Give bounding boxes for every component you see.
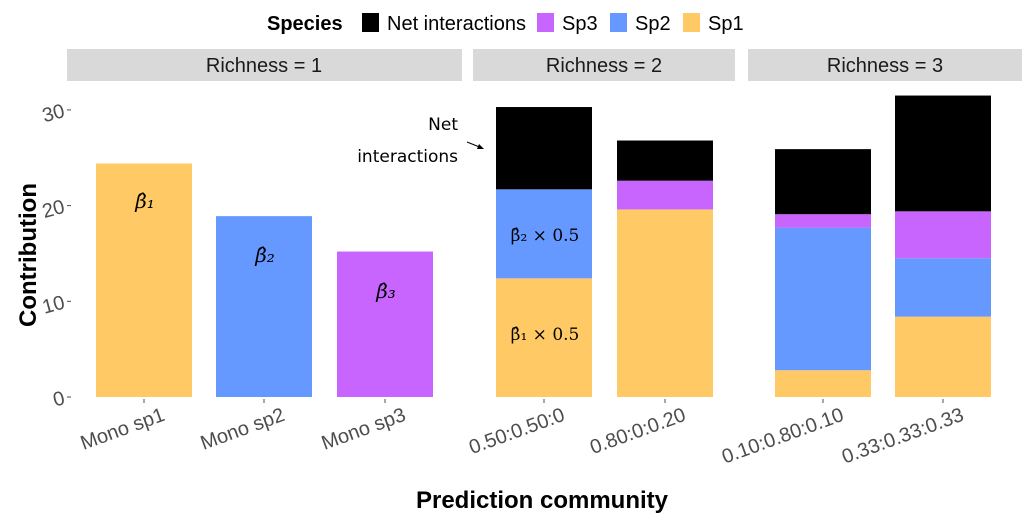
legend-swatch-sp1 (683, 13, 700, 32)
net-interactions-callout-line2: interactions (357, 147, 458, 167)
y-tick-label: 20 (40, 196, 67, 223)
bar-segment-sp1 (96, 163, 192, 397)
legend-title: Species (267, 13, 343, 35)
bar-segment-sp3 (895, 211, 991, 259)
strip-richness-3 (748, 49, 1022, 81)
strip-richness-1 (67, 49, 462, 81)
net-interactions-callout-line1: Net (428, 115, 458, 135)
y-axis: 0 10 20 30 (40, 100, 71, 411)
bar-segment-sp2 (895, 258, 991, 317)
strip-label-richness-3: Richness = 3 (827, 55, 943, 77)
x-tick-labels: Mono sp1 Mono sp2 Mono sp3 0.50:0.50:0 0.80:… (78, 399, 967, 468)
bar-segment-sp2 (775, 227, 871, 371)
x-tick-label: 0.80:0:0.20 (587, 404, 689, 459)
y-tick-label: 10 (40, 292, 67, 319)
y-tick-label: 30 (40, 100, 67, 127)
y-axis-title: Contribution (15, 183, 42, 327)
legend: Species Net interactions Sp3 Sp2 Sp1 (267, 13, 744, 35)
bar-segment-net-interactions (775, 149, 871, 215)
legend-swatch-sp2 (610, 13, 627, 32)
y-tick-label: 0 (51, 387, 67, 411)
bar-segment-net-interactions (496, 107, 592, 190)
legend-label-net: Net interactions (387, 13, 526, 35)
bar-segment-sp1 (617, 209, 713, 397)
bar-segment-sp3 (617, 180, 713, 210)
bar-segment-sp3 (775, 214, 871, 228)
x-axis-title: Prediction community (416, 487, 669, 514)
annotation-beta1-half: β̂₁ × 0.5 (511, 325, 580, 345)
strip-label-richness-2: Richness = 2 (546, 55, 662, 77)
bar-segment-sp2 (496, 189, 592, 279)
bar-segment-sp1 (496, 278, 592, 397)
bar-segment-sp2 (216, 216, 312, 397)
bar-segment-net-interactions (617, 140, 713, 181)
x-tick-label: Mono sp1 (78, 404, 168, 455)
strip-label-richness-1: Richness = 1 (206, 55, 322, 77)
legend-label-sp2: Sp2 (635, 13, 671, 35)
bar-segment-net-interactions (895, 95, 991, 212)
bar-segment-sp3 (337, 251, 433, 397)
legend-label-sp1: Sp1 (708, 13, 744, 35)
legend-swatch-sp3 (537, 13, 554, 32)
bar-segment-sp1 (775, 370, 871, 397)
bar-segment-sp1 (895, 316, 991, 397)
x-tick-label: Mono sp3 (319, 404, 409, 455)
annotation-beta2: β̂₂ (254, 243, 275, 267)
callout-arrowhead (477, 144, 484, 149)
legend-label-sp3: Sp3 (562, 13, 598, 35)
annotation-beta3: β̂₃ (375, 279, 396, 303)
strip-richness-2 (473, 49, 735, 81)
annotation-beta1: β̂₁ (134, 189, 155, 213)
annotations: β̂₁ β̂₂ β̂₃ β̂₂ × 0.5 β̂₁ × 0.5 Net inte… (134, 115, 579, 345)
x-tick-label: 0.33:0.33:0.33 (839, 404, 967, 468)
x-tick-label: 0.50:0.50:0 (466, 404, 568, 459)
legend-swatch-net (362, 13, 379, 32)
bars (96, 95, 991, 397)
x-tick-label: Mono sp2 (198, 404, 288, 455)
facet-strips: Richness = 1 Richness = 2 Richness = 3 (67, 49, 1022, 81)
x-tick-label: 0.10:0.80:0.10 (719, 404, 847, 468)
annotation-beta2-half: β̂₂ × 0.5 (511, 226, 580, 246)
